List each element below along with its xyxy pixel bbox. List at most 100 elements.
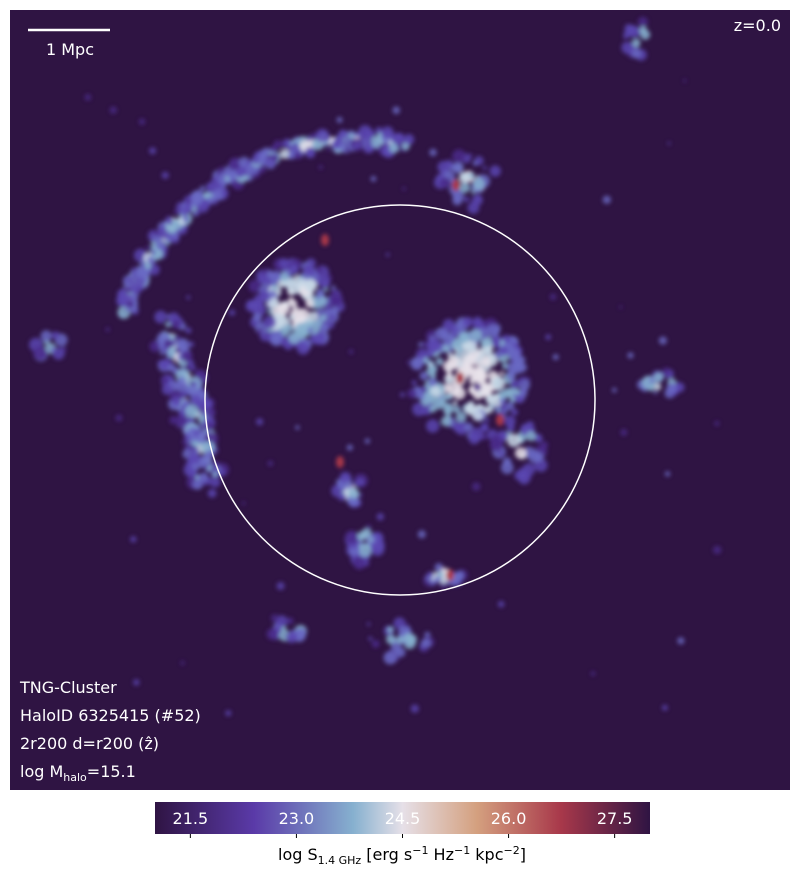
emission-blob (323, 287, 329, 292)
emission-blob (348, 487, 360, 499)
emission-blob (221, 190, 227, 197)
emission-blob (325, 309, 331, 316)
emission-blob (426, 348, 435, 358)
emission-blob (171, 319, 181, 329)
emission-blob (498, 357, 503, 362)
colorbar-label: log S1.4 GHz [erg s−1 Hz−1 kpc−2] (278, 844, 526, 867)
emission-blob (497, 600, 505, 608)
emission-blob (423, 357, 429, 363)
emission-blob (440, 416, 452, 427)
emission-blob (307, 311, 319, 322)
emission-blob (517, 438, 522, 444)
emission-blob (299, 308, 304, 313)
emission-blob (590, 671, 596, 676)
emission-blob (483, 345, 493, 356)
emission-blob (479, 382, 493, 397)
emission-blob (631, 48, 642, 59)
emission-blob (338, 493, 346, 501)
emission-blob (294, 151, 302, 160)
emission-blob (446, 378, 452, 384)
scale-label: 1 Mpc (46, 40, 94, 59)
emission-blob (426, 571, 434, 578)
emission-blob (263, 315, 277, 329)
emission-blob (267, 460, 274, 467)
emission-blob (151, 250, 156, 255)
emission-blob (312, 331, 325, 345)
emission-blob (490, 434, 503, 448)
emission-blob (330, 306, 339, 315)
emission-blob (198, 472, 209, 482)
emission-blob (172, 233, 178, 240)
emission-blob (253, 293, 266, 306)
emission-blob (228, 309, 236, 316)
emission-blob (498, 451, 504, 457)
emission-blob (619, 305, 623, 309)
emission-blob (405, 137, 412, 144)
emission-blob (713, 545, 722, 555)
emission-blob (416, 349, 422, 354)
emission-blob (330, 289, 337, 295)
emission-blob (276, 581, 285, 591)
emission-blob (162, 346, 168, 352)
emission-blob (368, 636, 373, 641)
emission-blob (370, 175, 377, 182)
emission-blob (480, 356, 492, 368)
emission-blob (279, 149, 290, 159)
emission-blob (257, 273, 269, 285)
emission-blob (653, 383, 662, 391)
emission-blob (411, 380, 417, 386)
emission-blob (522, 463, 536, 477)
emission-blob (446, 371, 453, 379)
emission-blob (175, 415, 187, 427)
emission-blob (390, 641, 402, 653)
emission-blob (40, 330, 52, 342)
emission-blob (385, 634, 396, 645)
emission-blob (469, 427, 484, 442)
emission-blob (206, 407, 216, 417)
emission-blob (207, 196, 214, 204)
emission-blob (334, 134, 344, 145)
emission-blob (172, 397, 182, 406)
emission-blob (439, 177, 451, 189)
emission-blob (289, 299, 298, 309)
emission-blob (271, 284, 278, 291)
emission-blob (471, 189, 476, 194)
emission-blob (401, 142, 410, 151)
emission-blob (181, 350, 193, 362)
emission-blob (227, 169, 239, 181)
emission-blob (514, 389, 521, 396)
emission-blob (653, 372, 664, 383)
emission-blob (649, 378, 655, 383)
emission-blob (161, 376, 170, 385)
emission-blob (336, 116, 343, 123)
emission-blob (417, 393, 425, 401)
emission-blob (295, 425, 300, 430)
emission-blob (391, 132, 404, 145)
emission-blob (637, 16, 648, 27)
emission-blob (471, 409, 483, 421)
emission-blob (447, 352, 453, 358)
emission-blob (491, 336, 501, 346)
emission-blob (155, 239, 166, 251)
emission-blob (536, 436, 542, 442)
emission-blob (306, 136, 312, 142)
emission-blob (207, 488, 217, 498)
emission-blob (509, 397, 516, 403)
emission-blob (33, 346, 48, 361)
emission-blob (395, 635, 404, 644)
emission-blob (545, 334, 552, 340)
emission-peak (452, 179, 460, 191)
emission-blob (225, 710, 232, 717)
emission-blob (149, 147, 157, 155)
info-line: HaloID 6325415 (#52) (20, 706, 201, 725)
emission-blob (472, 316, 483, 327)
emission-blob (535, 457, 540, 463)
emission-blob (412, 402, 426, 417)
emission-blob (514, 447, 527, 460)
emission-blob (386, 626, 394, 634)
emission-blob (472, 160, 478, 167)
emission-blob (126, 300, 134, 308)
emission-blob (325, 136, 331, 142)
emission-blob (187, 453, 201, 467)
emission-blob (662, 367, 670, 375)
